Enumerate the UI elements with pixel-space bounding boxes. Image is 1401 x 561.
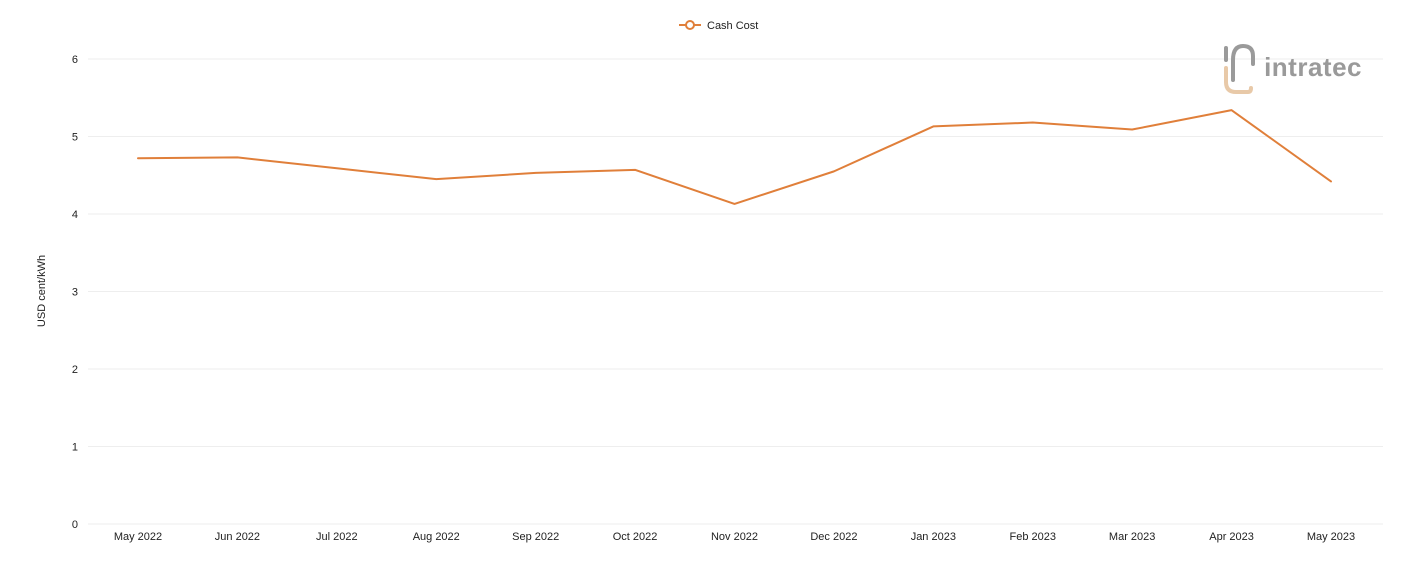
x-tick-label: May 2023 — [1307, 531, 1355, 543]
data-point[interactable] — [832, 169, 836, 173]
y-tick-label: 6 — [72, 54, 78, 66]
x-tick-label: Oct 2022 — [613, 531, 658, 543]
y-tick-label: 1 — [72, 442, 78, 454]
legend-swatch-marker — [685, 20, 695, 30]
y-tick-label: 4 — [72, 209, 78, 221]
y-axis-title: USD cent/kWh — [36, 255, 48, 327]
x-tick-label: Dec 2022 — [810, 531, 857, 543]
x-tick-label: May 2022 — [114, 531, 162, 543]
series-line[interactable] — [137, 109, 1332, 205]
data-point[interactable] — [235, 155, 239, 159]
x-tick-label: Feb 2023 — [1010, 531, 1056, 543]
legend-label: Cash Cost — [707, 20, 758, 32]
x-tick-label: Mar 2023 — [1109, 531, 1155, 543]
data-point[interactable] — [931, 124, 935, 128]
x-tick-label: Sep 2022 — [512, 531, 559, 543]
data-point[interactable] — [633, 168, 637, 172]
y-tick-label: 5 — [72, 132, 78, 144]
x-tick-label: Nov 2022 — [711, 531, 758, 543]
legend[interactable]: Cash Cost — [679, 20, 758, 32]
data-point[interactable] — [434, 177, 438, 181]
data-point[interactable] — [733, 202, 737, 206]
y-tick-label: 2 — [72, 364, 78, 376]
data-point[interactable] — [335, 166, 339, 170]
logo-text: intratec — [1264, 52, 1362, 82]
data-point[interactable] — [136, 156, 140, 160]
data-point[interactable] — [1230, 108, 1234, 112]
y-tick-label: 3 — [72, 287, 78, 299]
gridlines — [88, 58, 1383, 525]
x-tick-label: Jun 2022 — [215, 531, 260, 543]
logo-accent-icon — [1224, 66, 1253, 94]
y-tick-label: 0 — [72, 519, 78, 531]
series-layer — [136, 108, 1333, 206]
logo-mark-icon — [1224, 43, 1255, 82]
x-tick-label: Apr 2023 — [1209, 531, 1254, 543]
x-tick-label: Jul 2022 — [316, 531, 358, 543]
data-point[interactable] — [1329, 179, 1333, 183]
data-point[interactable] — [534, 171, 538, 175]
x-axis-ticks: May 2022 Jun 2022 Jul 2022 Aug 2022 Sep 2022… — [114, 531, 1355, 543]
x-tick-label: Aug 2022 — [413, 531, 460, 543]
data-point[interactable] — [1130, 128, 1134, 132]
y-axis-ticks: 0 1 2 3 4 5 6 — [72, 54, 78, 531]
x-tick-label: Jan 2023 — [911, 531, 956, 543]
intratec-logo: intratec — [1224, 43, 1362, 94]
data-point[interactable] — [1031, 121, 1035, 125]
